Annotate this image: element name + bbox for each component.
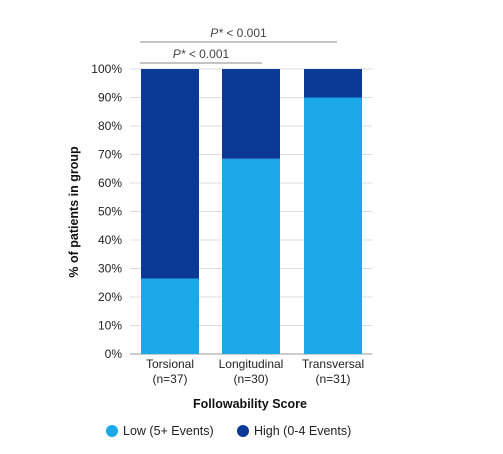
x-tick-count: (n=37) [152, 372, 187, 386]
x-tick-count: (n=30) [233, 372, 268, 386]
bar-torsional-series-1 [141, 69, 199, 279]
y-tick-label: 70% [98, 148, 122, 162]
y-tick-label: 90% [98, 91, 122, 105]
bar-transversal-series-0 [304, 97, 362, 354]
bar-transversal-series-1 [304, 69, 362, 98]
y-tick-label: 40% [98, 233, 122, 247]
x-axis-title: Followability Score [193, 397, 307, 411]
bar-longitudinal-series-1 [222, 69, 280, 159]
legend: Low (5+ Events) High (0-4 Events) [106, 424, 351, 438]
significance-label: P* < 0.001 [210, 26, 267, 40]
x-tick-label: Transversal [302, 357, 364, 371]
x-tick-count: (n=31) [315, 372, 350, 386]
y-tick-label: 30% [98, 262, 122, 276]
legend-swatch-high [237, 425, 249, 437]
legend-label-low: Low (5+ Events) [123, 424, 214, 438]
y-tick-labels: 0% 10% 20% 30% 40% 50% 60% 70% 80% 90% 100% [91, 62, 122, 361]
significance-annotations: P* < 0.001 P* < 0.001 [140, 26, 337, 64]
significance-label: P* < 0.001 [173, 47, 230, 61]
y-tick-label: 50% [98, 205, 122, 219]
y-tick-label: 60% [98, 176, 122, 190]
x-tick-label: Longitudinal [219, 357, 284, 371]
x-tick-label: Torsional [146, 357, 194, 371]
bar-torsional-series-0 [141, 278, 199, 354]
y-tick-label: 10% [98, 319, 122, 333]
legend-label-high: High (0-4 Events) [254, 424, 351, 438]
x-tick-labels: Torsional(n=37) Longitudinal(n=30) Transve… [146, 357, 364, 386]
bar-longitudinal-series-0 [222, 158, 280, 354]
y-tick-label: 100% [91, 62, 122, 76]
y-axis-title: % of patients in group [67, 146, 81, 278]
y-tick-label: 0% [105, 347, 123, 361]
legend-swatch-low [106, 425, 118, 437]
y-tick-label: 80% [98, 119, 122, 133]
bars [141, 69, 362, 354]
y-tick-label: 20% [98, 290, 122, 304]
